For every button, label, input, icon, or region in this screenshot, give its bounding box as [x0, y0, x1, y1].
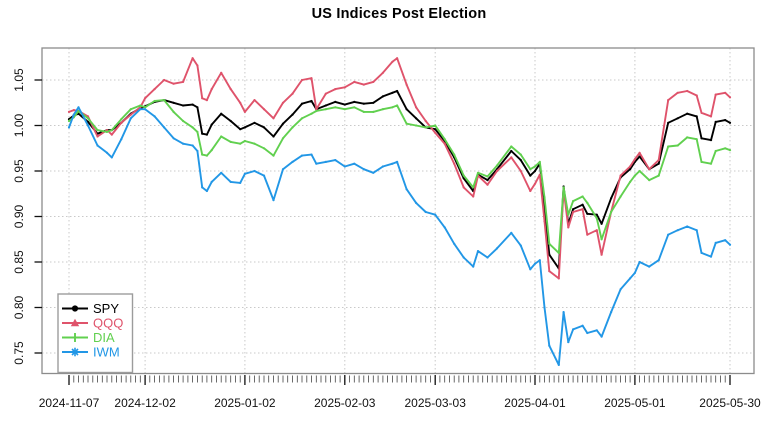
legend-label-QQQ: QQQ [93, 316, 123, 331]
y-tick-label: 0.95 [12, 159, 26, 183]
legend-label-DIA: DIA [93, 330, 115, 345]
legend-item-QQQ: QQQ [62, 316, 123, 331]
x-tick-label: 2025-05-01 [604, 396, 666, 410]
series-line-IWM [68, 106, 731, 366]
x-axis: 2024-11-07 2024-12-02 2025-01-02 2025-02-03… [39, 375, 761, 410]
y-tick-label: 0.90 [12, 204, 26, 228]
legend-item-SPY: SPY [62, 301, 119, 316]
x-tick-label: 2024-12-02 [114, 396, 176, 410]
legend-box [57, 293, 134, 374]
legend-label-IWM: IWM [93, 345, 120, 360]
x-tick-label: 2024-11-07 [39, 396, 100, 410]
x-tick-label: 2025-05-30 [699, 396, 761, 410]
gridlines [42, 48, 754, 374]
x-tick-label: 2025-03-03 [405, 396, 467, 410]
y-tick-label: 1.05 [12, 68, 26, 92]
legend-item-DIA: DIA [62, 330, 115, 345]
plot-frame [41, 47, 755, 375]
x-tick-label: 2025-01-02 [214, 396, 276, 410]
series-line-DIA [68, 99, 731, 254]
y-tick-label: 0.85 [12, 250, 26, 274]
legend-label-SPY: SPY [93, 301, 119, 316]
y-tick-label: 0.75 [12, 341, 26, 365]
y-axis: 0.75 0.80 0.85 0.90 0.95 1.00 1.05 [12, 68, 42, 365]
y-tick-label: 1.00 [12, 113, 26, 137]
legend-item-IWM: IWM [62, 345, 120, 360]
chart-title: US Indices Post Election [311, 6, 487, 22]
y-tick-label: 0.80 [12, 295, 26, 319]
series [67, 57, 732, 366]
x-tick-label: 2025-04-01 [504, 396, 566, 410]
x-tick-label: 2025-02-03 [314, 396, 376, 410]
